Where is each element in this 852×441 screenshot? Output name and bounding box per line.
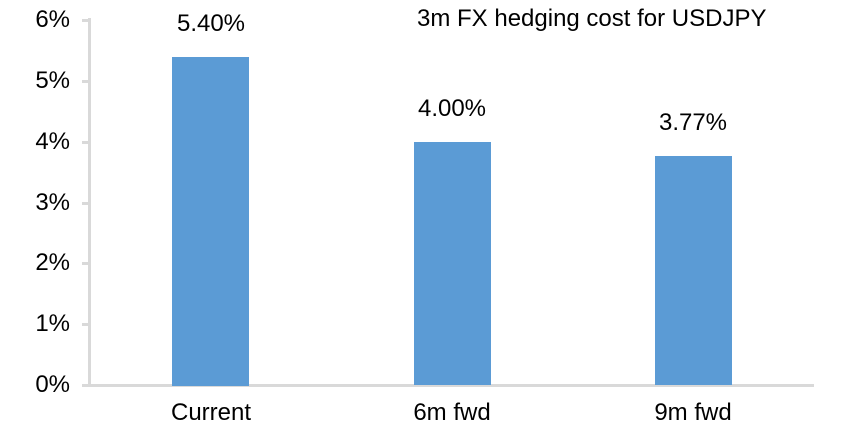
x-axis-category-label: Current xyxy=(170,399,252,426)
y-axis-tick xyxy=(82,262,90,265)
bar-current xyxy=(172,57,249,386)
x-axis-line xyxy=(88,384,814,387)
bar-9m-fwd xyxy=(655,156,732,385)
y-axis-tick xyxy=(82,384,90,387)
y-axis-tick xyxy=(82,19,90,22)
bar-value-label: 5.40% xyxy=(176,10,246,37)
y-axis-tick xyxy=(82,323,90,326)
y-axis-tick-label: 2% xyxy=(35,249,70,276)
y-axis-tick-label: 0% xyxy=(35,371,70,398)
bar-value-label: 3.77% xyxy=(658,109,728,136)
x-axis-category-label: 6m fwd xyxy=(413,399,491,426)
x-axis-category-label: 9m fwd xyxy=(654,399,732,426)
bar-value-label: 4.00% xyxy=(417,95,487,122)
y-axis-tick-label: 5% xyxy=(35,67,70,94)
bar-6m-fwd xyxy=(414,142,491,385)
y-axis-tick xyxy=(82,141,90,144)
y-axis-tick-label: 6% xyxy=(35,6,70,33)
y-axis-tick xyxy=(82,202,90,205)
chart-title: 3m FX hedging cost for USDJPY xyxy=(417,5,767,32)
y-axis-tick-label: 3% xyxy=(35,189,70,216)
y-axis-tick-label: 4% xyxy=(35,128,70,155)
y-axis-tick xyxy=(82,80,90,83)
y-axis-tick-label: 1% xyxy=(35,310,70,337)
